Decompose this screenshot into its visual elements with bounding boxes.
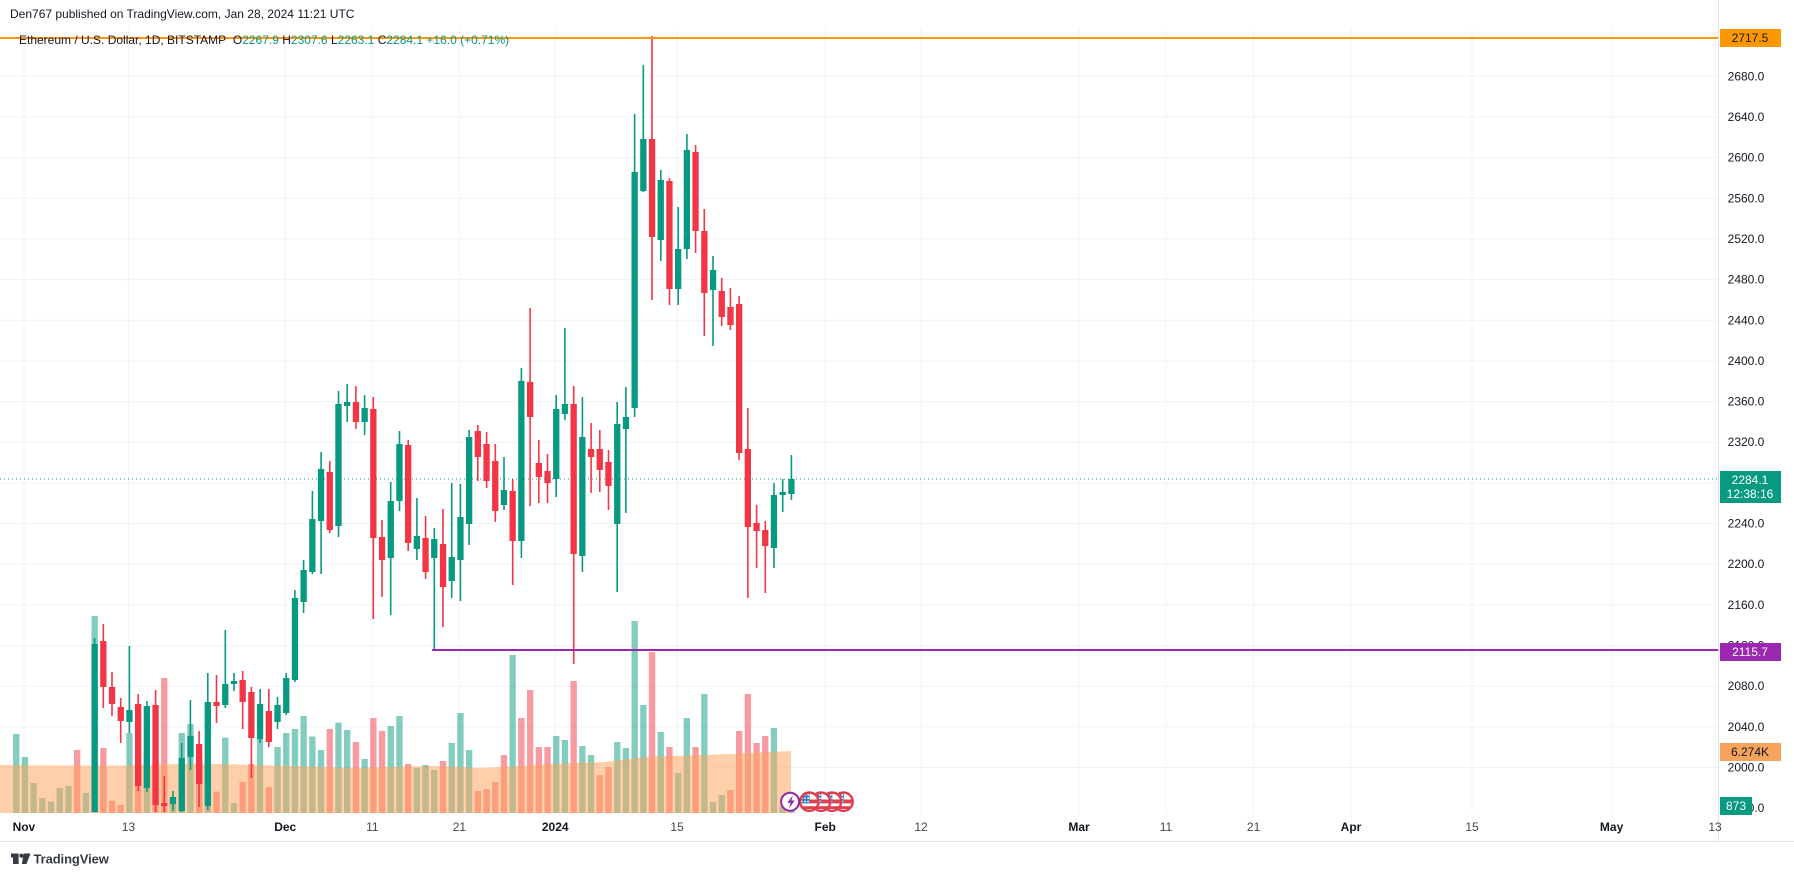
svg-text:11: 11 [1160,820,1173,834]
svg-text:2115.7: 2115.7 [1732,645,1768,659]
svg-text:2360.0: 2360.0 [1728,395,1765,409]
svg-text:2600.0: 2600.0 [1728,151,1765,165]
svg-text:2717.5: 2717.5 [1732,31,1769,45]
svg-text:2200.0: 2200.0 [1728,557,1765,571]
svg-text:2520.0: 2520.0 [1728,232,1765,246]
svg-text:21: 21 [453,820,467,834]
svg-text:May: May [1600,820,1624,834]
svg-text:2560.0: 2560.0 [1728,191,1765,205]
svg-text:Ethereum / U.S. Dollar, 1D, BI: Ethereum / U.S. Dollar, 1D, BITSTAMP O22… [19,33,509,47]
svg-text:2680.0: 2680.0 [1728,69,1765,83]
svg-text:Apr: Apr [1341,820,1362,834]
svg-text:2040.0: 2040.0 [1728,720,1765,734]
svg-text:21: 21 [1247,820,1261,834]
svg-text:2480.0: 2480.0 [1728,273,1765,287]
svg-text:2000.0: 2000.0 [1728,761,1765,775]
svg-text:12:38:16: 12:38:16 [1727,487,1774,501]
svg-text:873: 873 [1726,799,1746,813]
svg-text:13: 13 [122,820,136,834]
svg-text:2240.0: 2240.0 [1728,517,1765,531]
svg-text:2320.0: 2320.0 [1728,435,1765,449]
svg-text:2440.0: 2440.0 [1728,313,1765,327]
svg-text:Den767 published on TradingVie: Den767 published on TradingView.com, Jan… [10,7,355,21]
svg-text:15: 15 [1465,820,1479,834]
svg-text:Feb: Feb [815,820,836,834]
svg-text:11: 11 [366,820,379,834]
svg-text:2284.1: 2284.1 [1732,473,1769,487]
svg-text:TradingView: TradingView [34,852,110,867]
svg-text:Dec: Dec [274,820,296,834]
svg-text:15: 15 [670,820,684,834]
svg-text:2400.0: 2400.0 [1728,354,1765,368]
svg-text:Mar: Mar [1068,820,1090,834]
svg-text:6.274K: 6.274K [1731,745,1769,759]
svg-text:2024: 2024 [542,820,569,834]
svg-text:2640.0: 2640.0 [1728,110,1765,124]
svg-text:2080.0: 2080.0 [1728,679,1765,693]
svg-text:13: 13 [1708,820,1722,834]
svg-text:2160.0: 2160.0 [1728,598,1765,612]
svg-text:12: 12 [914,820,928,834]
svg-text:Nov: Nov [13,820,36,834]
